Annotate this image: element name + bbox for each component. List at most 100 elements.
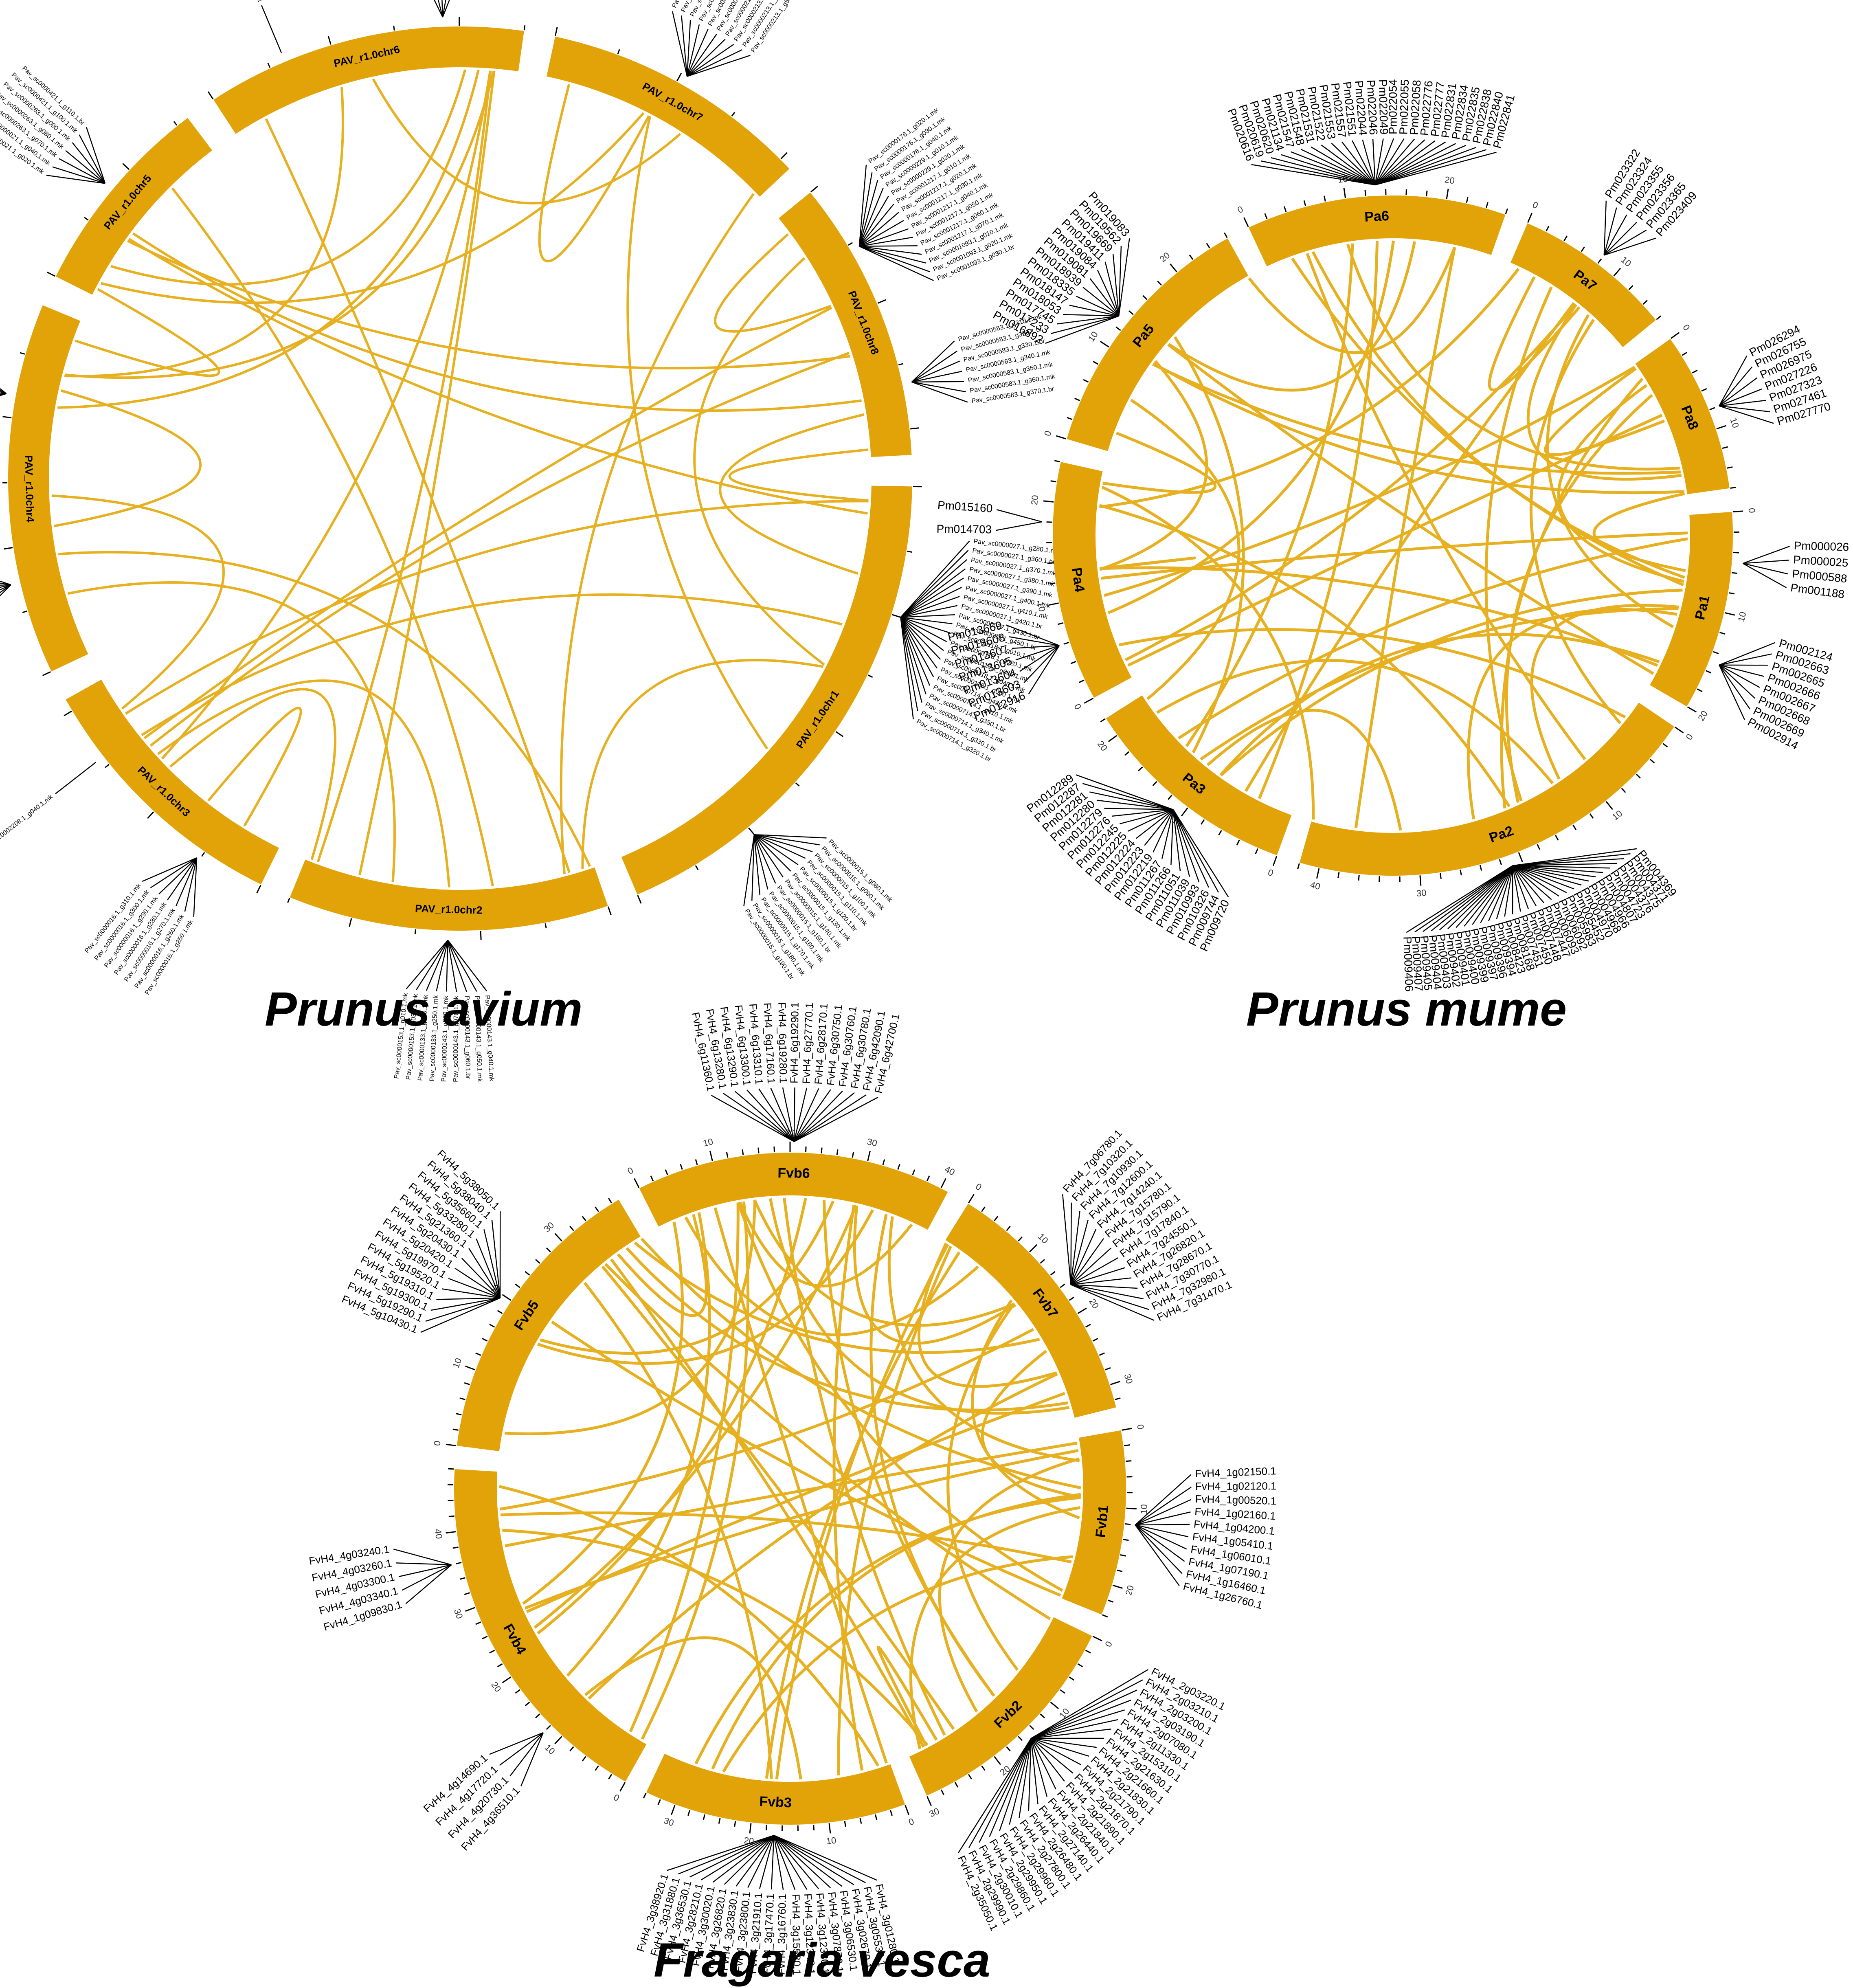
gene-leader-line	[499, 1732, 544, 1766]
gene-leader-line	[447, 940, 477, 992]
gene-leader-line	[989, 1738, 1032, 1837]
axis-tick	[1049, 582, 1056, 584]
synteny-link	[1124, 303, 1577, 661]
axis-tick	[489, 1650, 495, 1654]
gene-leader-line	[1719, 405, 1770, 413]
axis-tick-label: 0	[1531, 200, 1539, 211]
gene-label: Pm022054	[1387, 79, 1399, 135]
synteny-link	[1505, 394, 1653, 803]
gene-leader-line	[1118, 238, 1130, 316]
gene-group: Pav_sc0000021.1_g020.1.mkPav_sc0000021.1…	[0, 65, 106, 184]
chromosome-arc	[1106, 695, 1292, 856]
gene-leader-line	[734, 1091, 795, 1142]
axis-tick	[456, 1413, 462, 1416]
gene-label: Pav_sc0000143.1_g050.1.mk	[474, 995, 483, 1082]
axis-tick-label: 10	[1036, 1231, 1050, 1246]
gene-group: Pm020616Pm020619Pm020620Pm021134Pm021547…	[1225, 79, 1517, 186]
axis-tick	[821, 1147, 823, 1153]
gene-leader-line	[859, 246, 934, 281]
synteny-link	[641, 1201, 750, 1740]
gene-leader-line	[900, 617, 937, 669]
axis-tick-label: 0	[1236, 204, 1245, 215]
gene-leader-line	[1375, 147, 1477, 186]
synteny-link	[981, 1350, 1081, 1499]
gene-group: FvH4_6g11360.1FvH4_6g13280.1FvH4_6g13290…	[689, 1002, 902, 1142]
chromosome-label: Pa4	[1069, 567, 1087, 593]
axis-tick-label: 10	[1736, 611, 1748, 623]
gene-group: Pm014703 Pm015160	[936, 499, 1042, 536]
gene-leader-line	[712, 1835, 775, 1883]
axis-tick	[349, 918, 352, 927]
axis-tick	[42, 671, 51, 677]
axis-tick	[926, 1175, 930, 1182]
axis-tick	[482, 1636, 488, 1640]
synteny-link	[869, 1214, 995, 1697]
synteny-link	[522, 1221, 684, 1605]
axis-tick	[1085, 1324, 1091, 1328]
axis-tick	[515, 1283, 520, 1288]
gene-leader-line	[979, 1738, 1032, 1843]
gene-leader-line	[1135, 1524, 1190, 1526]
gene-leader-line	[667, 1835, 774, 1871]
synteny-link	[581, 659, 823, 869]
axis-tick	[1563, 235, 1568, 242]
synteny-link	[1153, 362, 1685, 494]
gene-leader-line	[52, 166, 105, 184]
gene-leader-line	[1464, 865, 1513, 927]
gene-leader-line	[1375, 149, 1487, 186]
axis-tick	[1092, 1636, 1102, 1641]
gene-leader-line	[1012, 645, 1060, 649]
gene-leader-line	[911, 350, 958, 383]
synteny-link	[551, 1320, 1061, 1597]
gene-leader-line	[1480, 865, 1513, 923]
gene-leader-line	[858, 165, 867, 246]
axis-tick-label: 20	[489, 1680, 503, 1694]
gene-leader-line	[1719, 642, 1776, 666]
synteny-link	[75, 288, 220, 377]
synteny-link	[684, 1216, 979, 1336]
gene-leader-line	[1375, 143, 1456, 185]
gene-leader-line	[1719, 664, 1764, 677]
synteny-link	[1592, 492, 1686, 572]
axis-tick	[1112, 1584, 1123, 1589]
axis-tick-label: 0	[626, 1165, 635, 1176]
axis-tick	[1303, 200, 1306, 206]
axis-tick	[1486, 202, 1489, 208]
axis-tick	[446, 1531, 456, 1534]
gene-leader-line	[968, 1738, 1032, 1848]
gene-label: Pm009406	[1401, 936, 1416, 992]
axis-tick	[1102, 1614, 1108, 1618]
synteny-link	[714, 233, 832, 333]
synteny-link	[1526, 303, 1682, 481]
synteny-link	[775, 1243, 949, 1779]
gene-leader-line	[1028, 645, 1060, 694]
gene-leader-line	[405, 1564, 452, 1604]
axis-tick	[608, 1774, 613, 1780]
synteny-link	[64, 87, 344, 378]
axis-tick	[1189, 254, 1194, 260]
gene-leader-line	[1161, 809, 1174, 859]
axis-tick	[1727, 466, 1733, 469]
gene-leader-line	[1512, 865, 1529, 909]
axis-tick	[465, 1365, 475, 1371]
gene-leader-line	[900, 568, 966, 618]
gene-group: Pav_sc0000024.1_g260.1.brPav_sc0000024.1…	[0, 580, 11, 597]
synteny-link	[693, 257, 825, 666]
gene-leader-line	[687, 49, 742, 77]
gene-leader-line	[711, 1095, 795, 1142]
axis-tick	[1084, 698, 1094, 704]
gene-leader-line	[193, 858, 198, 917]
gene-label: Pm000025	[1793, 553, 1849, 569]
axis-tick	[1083, 379, 1089, 383]
gene-leader-line	[900, 617, 922, 703]
gene-leader-line	[900, 550, 969, 618]
axis-tick	[535, 1259, 540, 1264]
gene-leader-line	[859, 228, 909, 247]
axis-tick	[1124, 1444, 1130, 1446]
axis-tick	[1656, 315, 1662, 320]
synteny-link	[1306, 253, 1586, 760]
gene-leader-line	[773, 1835, 784, 1890]
chromosome-arc	[1635, 339, 1730, 494]
axis-tick	[1466, 197, 1469, 203]
axis-tick	[643, 1792, 647, 1799]
